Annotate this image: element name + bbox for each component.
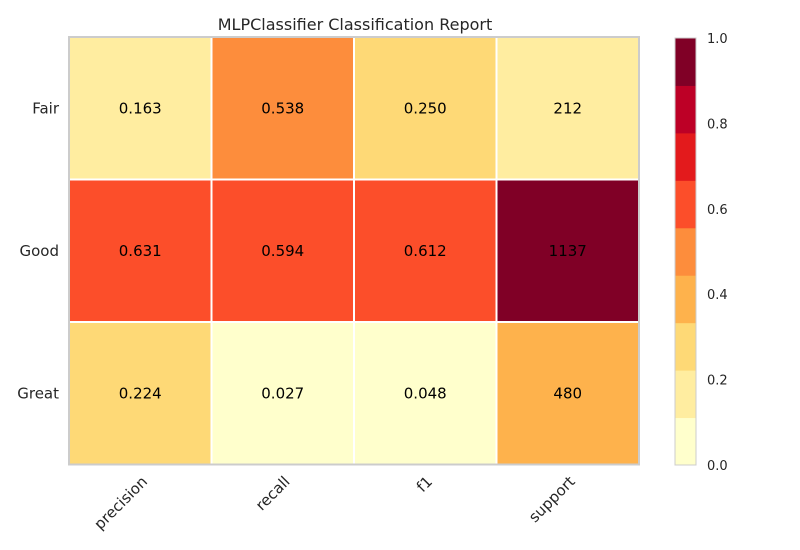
cell-value-label: 0.250: [404, 99, 447, 117]
column-labels: precision recall f1 support: [90, 473, 578, 534]
cell-value-label: 212: [553, 99, 582, 117]
column-label: recall: [252, 473, 294, 515]
cell-value-label: 0.631: [119, 242, 162, 260]
column-label: precision: [90, 473, 151, 534]
chart-title: MLPClassifier Classification Report: [218, 15, 492, 34]
heatmap-frame: [68, 36, 640, 466]
row-label: Good: [20, 242, 60, 260]
colorbar-segment: [675, 227, 696, 276]
colorbar-segment: [675, 180, 696, 229]
cell-value-label: 0.594: [261, 242, 304, 260]
cell-value-label: 1137: [549, 242, 587, 260]
heatmap-cell-great-support: [495, 321, 640, 466]
cell-value-label: 480: [553, 384, 582, 402]
column-label: support: [525, 473, 579, 527]
cell-value-label: 0.224: [119, 384, 162, 402]
colorbar-segment: [675, 370, 696, 419]
colorbar-tick-label: 0.0: [707, 459, 728, 474]
cell-value-label: 0.027: [261, 384, 304, 402]
colorbar-tick-label: 0.6: [707, 203, 728, 218]
colorbar-tick-label: 0.8: [707, 117, 728, 132]
colorbar-segment: [675, 275, 696, 324]
heatmap-cell-fair-support: [495, 36, 640, 181]
colorbar-segment: [675, 417, 696, 466]
cell-value-label: 0.538: [261, 99, 304, 117]
colorbar-segment: [675, 132, 696, 181]
colorbar-segment: [675, 322, 696, 371]
colorbar-segment: [675, 38, 696, 86]
colorbar-tick-label: 0.4: [707, 288, 728, 303]
row-label: Great: [17, 384, 59, 402]
column-label: f1: [413, 473, 436, 496]
heatmap-cell-fair-recall: [210, 36, 355, 181]
colorbar-frame: [674, 37, 697, 466]
heatmap-cell-good-support: [495, 178, 640, 323]
cell-value-label: 0.163: [119, 99, 162, 117]
colorbar-tick-label: 1.0: [707, 32, 728, 47]
heatmap-cell-good-recall: [210, 178, 355, 323]
heatmap-cells: 0.163 0.538 0.250 212 0.631 0.594 0.612 1137 0.2…: [68, 36, 640, 466]
cell-value-label: 0.612: [404, 242, 447, 260]
colorbar: 0.0 0.2 0.4 0.6 0.8 1.0: [674, 32, 728, 474]
row-labels: Fair Good Great: [17, 99, 60, 402]
cell-value-label: 0.048: [404, 384, 447, 402]
row-label: Fair: [32, 99, 60, 117]
heatmap-cell-great-recall: [210, 321, 355, 466]
colorbar-tick-label: 0.2: [707, 374, 728, 389]
colorbar-segment: [675, 85, 696, 134]
heatmap-cell-fair-precision: [68, 36, 213, 181]
